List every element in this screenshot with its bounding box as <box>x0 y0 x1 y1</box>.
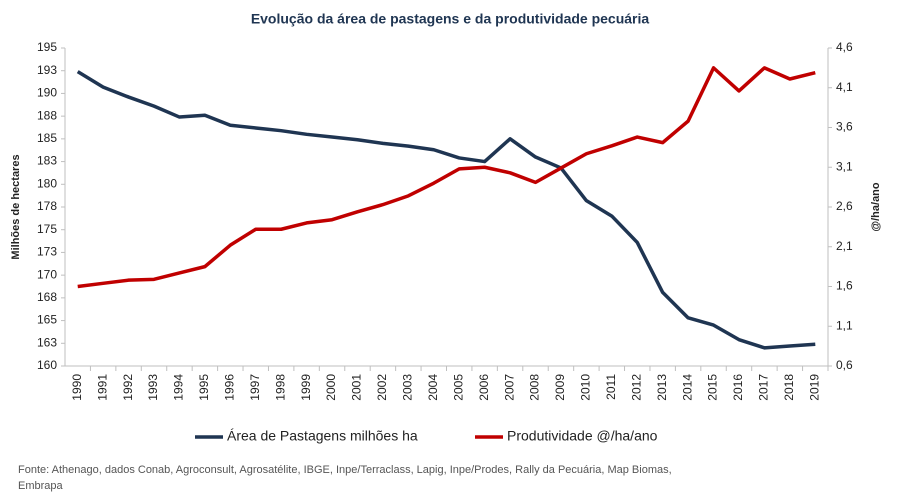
x-tick-label: 2013 <box>655 374 669 401</box>
y-tick-label: 173 <box>37 245 57 259</box>
x-tick-label: 2017 <box>757 374 771 401</box>
y-tick-label: 175 <box>37 222 57 236</box>
y-tick-label: 180 <box>37 176 57 190</box>
y2-tick-label: 2,1 <box>836 239 853 253</box>
x-tick-label: 2003 <box>401 374 415 401</box>
x-tick-label: 2014 <box>680 374 694 401</box>
x-tick-label: 1993 <box>146 374 160 401</box>
x-tick-label: 1994 <box>172 374 186 401</box>
y-tick-label: 195 <box>37 40 57 54</box>
y-tick-label: 190 <box>37 86 57 100</box>
x-tick-label: 2019 <box>807 374 821 401</box>
y2-tick-label: 1,1 <box>836 318 853 332</box>
x-tick-label: 1998 <box>273 374 287 401</box>
x-tick-label: 1997 <box>248 374 262 401</box>
y2-tick-label: 3,1 <box>836 159 853 173</box>
x-tick-label: 1990 <box>70 374 84 401</box>
y2-axis-label: @/ha/ano <box>870 182 882 232</box>
y2-tick-label: 2,6 <box>836 199 853 213</box>
x-tick-label: 2001 <box>350 374 364 401</box>
series-line <box>76 70 816 350</box>
y-tick-label: 168 <box>37 290 57 304</box>
chart: Evolução da área de pastagens e da produ… <box>10 11 882 444</box>
x-tick-label: 2008 <box>528 374 542 401</box>
legend-label: Produtividade @/ha/ano <box>507 428 658 444</box>
x-tick-label: 2018 <box>782 374 796 401</box>
y-tick-label: 185 <box>37 131 57 145</box>
x-tick-label: 2004 <box>426 374 440 401</box>
y-tick-label: 163 <box>37 335 57 349</box>
x-tick-label: 2012 <box>629 374 643 401</box>
legend-label: Área de Pastagens milhões ha <box>227 428 418 444</box>
x-tick-label: 2007 <box>502 374 516 401</box>
y2-tick-label: 0,6 <box>836 358 853 372</box>
x-tick-label: 2016 <box>731 374 745 401</box>
x-tick-label: 2005 <box>451 374 465 401</box>
x-tick-label: 1991 <box>95 374 109 401</box>
y2-tick-label: 3,6 <box>836 120 853 134</box>
x-tick-label: 1996 <box>222 374 236 401</box>
y2-tick-label: 1,6 <box>836 279 853 293</box>
y2-tick-label: 4,1 <box>836 80 853 94</box>
x-tick-label: 2010 <box>579 374 593 401</box>
x-tick-label: 2011 <box>604 374 618 400</box>
y-tick-label: 178 <box>37 199 57 213</box>
source-note: Fonte: Athenago, dados Conab, Agroconsul… <box>18 464 672 492</box>
chart-title: Evolução da área de pastagens e da produ… <box>251 11 650 27</box>
x-tick-label: 2002 <box>375 374 389 401</box>
x-tick-label: 1995 <box>197 374 211 401</box>
series-line <box>77 66 816 289</box>
x-tick-label: 2009 <box>553 374 567 401</box>
y-tick-label: 160 <box>37 358 57 372</box>
y-axis-label: Milhões de hectares <box>10 154 22 259</box>
y-tick-label: 170 <box>37 267 57 281</box>
x-tick-label: 1992 <box>121 374 135 401</box>
y-tick-label: 165 <box>37 313 57 327</box>
y2-tick-label: 4,6 <box>836 40 853 54</box>
x-tick-label: 2000 <box>324 374 338 401</box>
x-tick-label: 2015 <box>706 374 720 401</box>
y-tick-label: 183 <box>37 154 57 168</box>
x-tick-label: 1999 <box>299 374 313 401</box>
x-tick-label: 2006 <box>477 374 491 401</box>
y-tick-label: 193 <box>37 63 57 77</box>
y-tick-label: 188 <box>37 108 57 122</box>
